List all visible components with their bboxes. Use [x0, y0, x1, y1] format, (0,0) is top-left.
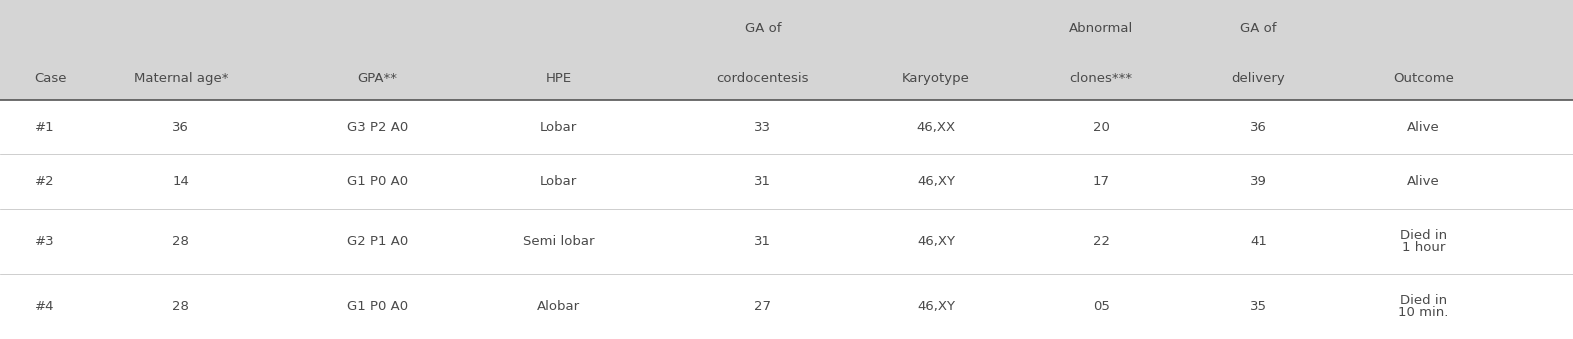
Text: 27: 27 [755, 300, 771, 313]
Text: Case: Case [35, 72, 68, 84]
Text: Outcome: Outcome [1394, 72, 1453, 84]
Text: 46,XY: 46,XY [917, 300, 955, 313]
Text: #2: #2 [35, 175, 53, 188]
Text: 36: 36 [1251, 121, 1266, 134]
Text: 46,XY: 46,XY [917, 175, 955, 188]
Text: HPE: HPE [546, 72, 571, 84]
Text: 31: 31 [755, 175, 771, 188]
Text: clones***: clones*** [1070, 72, 1133, 84]
Text: 39: 39 [1251, 175, 1266, 188]
Text: 17: 17 [1093, 175, 1109, 188]
Text: 41: 41 [1251, 235, 1266, 248]
Text: Died in: Died in [1400, 228, 1447, 242]
Text: 10 min.: 10 min. [1398, 306, 1449, 319]
Text: cordocentesis: cordocentesis [717, 72, 809, 84]
Text: Lobar: Lobar [540, 121, 577, 134]
Text: 33: 33 [755, 121, 771, 134]
Text: 31: 31 [755, 235, 771, 248]
Text: 05: 05 [1093, 300, 1109, 313]
Text: G1 P0 A0: G1 P0 A0 [348, 300, 407, 313]
Text: #4: #4 [35, 300, 53, 313]
Text: Semi lobar: Semi lobar [522, 235, 595, 248]
Text: 14: 14 [173, 175, 189, 188]
Text: 28: 28 [173, 235, 189, 248]
Text: 35: 35 [1251, 300, 1266, 313]
Text: G2 P1 A0: G2 P1 A0 [348, 235, 407, 248]
Text: #3: #3 [35, 235, 53, 248]
Text: GPA**: GPA** [357, 72, 398, 84]
Text: Alobar: Alobar [536, 300, 580, 313]
Text: 22: 22 [1093, 235, 1109, 248]
Text: delivery: delivery [1232, 72, 1285, 84]
Text: GA of: GA of [744, 21, 782, 35]
Text: G1 P0 A0: G1 P0 A0 [348, 175, 407, 188]
Text: 1 hour: 1 hour [1402, 241, 1446, 255]
Text: Died in: Died in [1400, 294, 1447, 306]
Text: Alive: Alive [1408, 175, 1439, 188]
Bar [0, 0, 1573, 100]
Text: 46,XX: 46,XX [917, 121, 955, 134]
Text: 46,XY: 46,XY [917, 235, 955, 248]
Text: Lobar: Lobar [540, 175, 577, 188]
Text: Abnormal: Abnormal [1070, 21, 1133, 35]
Text: Alive: Alive [1408, 121, 1439, 134]
Text: 28: 28 [173, 300, 189, 313]
Text: Maternal age*: Maternal age* [134, 72, 228, 84]
Text: Karyotype: Karyotype [901, 72, 971, 84]
Text: GA of: GA of [1240, 21, 1277, 35]
Text: 20: 20 [1093, 121, 1109, 134]
Text: #1: #1 [35, 121, 53, 134]
Text: G3 P2 A0: G3 P2 A0 [348, 121, 407, 134]
Text: 36: 36 [173, 121, 189, 134]
